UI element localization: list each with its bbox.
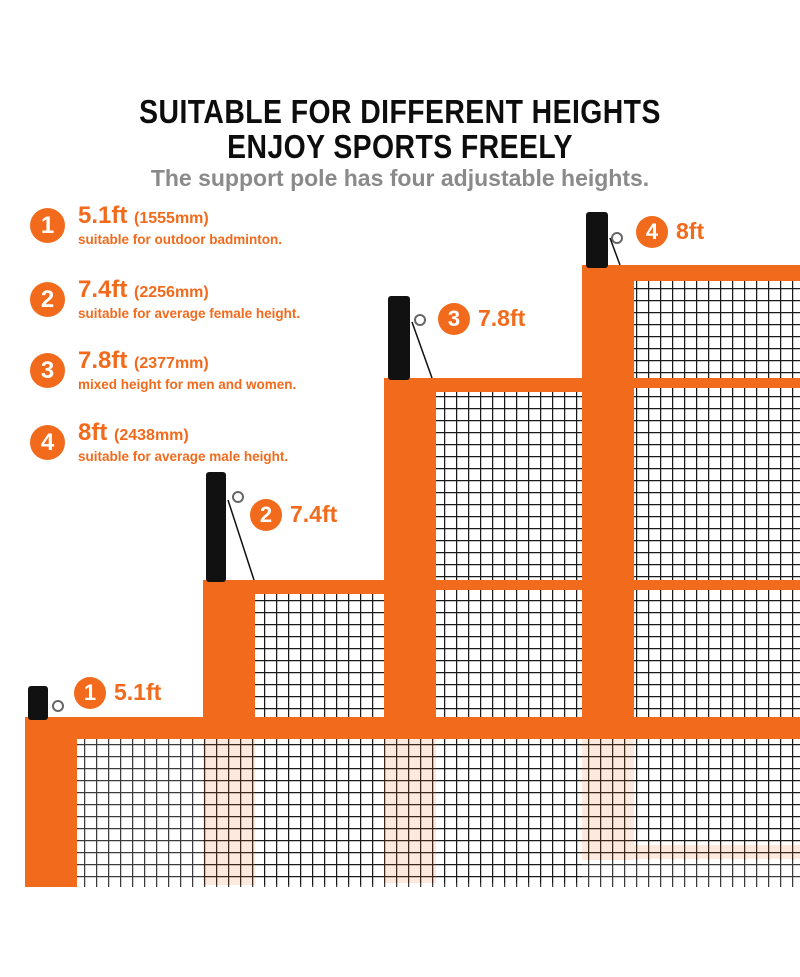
spec-height: 5.1ft (1555mm) [78,202,209,230]
tag-number-badge: 2 [250,499,282,531]
net-band [582,378,800,388]
headline-line-1: SUITABLE FOR DIFFERENT HEIGHTS [139,93,661,130]
net-top-band [582,265,800,281]
guy-rope [227,499,255,581]
tag-number-badge: 4 [636,216,668,248]
spec-description: suitable for average male height. [78,449,289,464]
pole-sleeve [25,717,77,887]
tag-label: 7.4ft [290,501,338,527]
pole-ring [52,700,64,712]
spec-height-mm: (2438mm) [114,427,189,444]
spec-height-mm: (2256mm) [134,284,209,301]
tag-label: 5.1ft [114,679,162,705]
tag-number-badge: 1 [74,677,106,709]
tag-number-badge: 3 [438,303,470,335]
spec-number-badge: 4 [30,425,65,460]
pole-top [586,212,608,268]
spec-description: suitable for average female height. [78,306,301,321]
tag-label: 7.8ft [478,305,526,331]
pole-ring [414,314,426,326]
spec-number-badge: 3 [30,353,65,388]
net-band [384,580,582,590]
pole-ring [232,491,244,503]
spec-height-ft: 8ft [78,419,108,446]
net-mesh [25,717,800,887]
net-top-band [25,717,800,739]
spec-height-ft: 5.1ft [78,202,128,229]
guy-rope [609,237,621,266]
spec-height: 8ft (2438mm) [78,419,189,447]
pole-top [206,472,226,582]
net-band [582,580,800,590]
guy-rope [411,321,433,379]
spec-height: 7.4ft (2256mm) [78,276,209,304]
pole-top [28,686,48,720]
spec-height-mm: (1555mm) [134,210,209,227]
headline-line-2: ENJOY SPORTS FREELY [227,128,573,165]
spec-number-badge: 2 [30,282,65,317]
pole-ring [611,232,623,244]
spec-height: 7.8ft (2377mm) [78,347,209,375]
spec-description: suitable for outdoor badminton. [78,232,282,247]
spec-height-ft: 7.4ft [78,276,128,303]
net-panel-5-1ft [25,686,800,887]
spec-height-ft: 7.8ft [78,347,128,374]
spec-number-badge: 1 [30,208,65,243]
spec-description: mixed height for men and women. [78,377,297,392]
subtitle: The support pole has four adjustable hei… [150,165,650,191]
spec-height-mm: (2377mm) [134,355,209,372]
pole-top [388,296,410,380]
tag-label: 8ft [676,218,705,244]
